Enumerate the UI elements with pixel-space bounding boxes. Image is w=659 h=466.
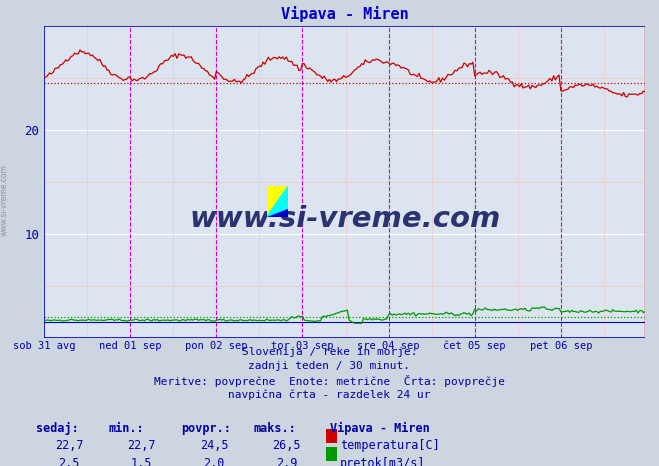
Text: 1,5: 1,5 — [131, 457, 152, 466]
Text: maks.:: maks.: — [254, 422, 297, 435]
Text: Vipava - Miren: Vipava - Miren — [330, 422, 429, 435]
Text: zadnji teden / 30 minut.: zadnji teden / 30 minut. — [248, 361, 411, 371]
Text: 2,9: 2,9 — [276, 457, 297, 466]
Text: www.si-vreme.com: www.si-vreme.com — [0, 164, 9, 236]
Text: 24,5: 24,5 — [200, 439, 229, 452]
Text: Meritve: povprečne  Enote: metrične  Črta: povprečje: Meritve: povprečne Enote: metrične Črta:… — [154, 375, 505, 387]
Text: povpr.:: povpr.: — [181, 422, 231, 435]
Text: Slovenija / reke in morje.: Slovenija / reke in morje. — [242, 347, 417, 357]
Text: 2,5: 2,5 — [59, 457, 80, 466]
Text: 26,5: 26,5 — [272, 439, 301, 452]
Text: navpična črta - razdelek 24 ur: navpična črta - razdelek 24 ur — [228, 389, 431, 400]
Polygon shape — [267, 186, 288, 217]
Text: 22,7: 22,7 — [127, 439, 156, 452]
Text: min.:: min.: — [109, 422, 144, 435]
Text: pretok[m3/s]: pretok[m3/s] — [340, 457, 426, 466]
Title: Vipava - Miren: Vipava - Miren — [281, 6, 409, 22]
Text: 22,7: 22,7 — [55, 439, 84, 452]
Text: www.si-vreme.com: www.si-vreme.com — [189, 205, 500, 233]
Polygon shape — [267, 186, 288, 217]
Text: sedaj:: sedaj: — [36, 422, 79, 435]
Polygon shape — [267, 209, 288, 217]
Text: temperatura[C]: temperatura[C] — [340, 439, 440, 452]
Text: 2,0: 2,0 — [204, 457, 225, 466]
